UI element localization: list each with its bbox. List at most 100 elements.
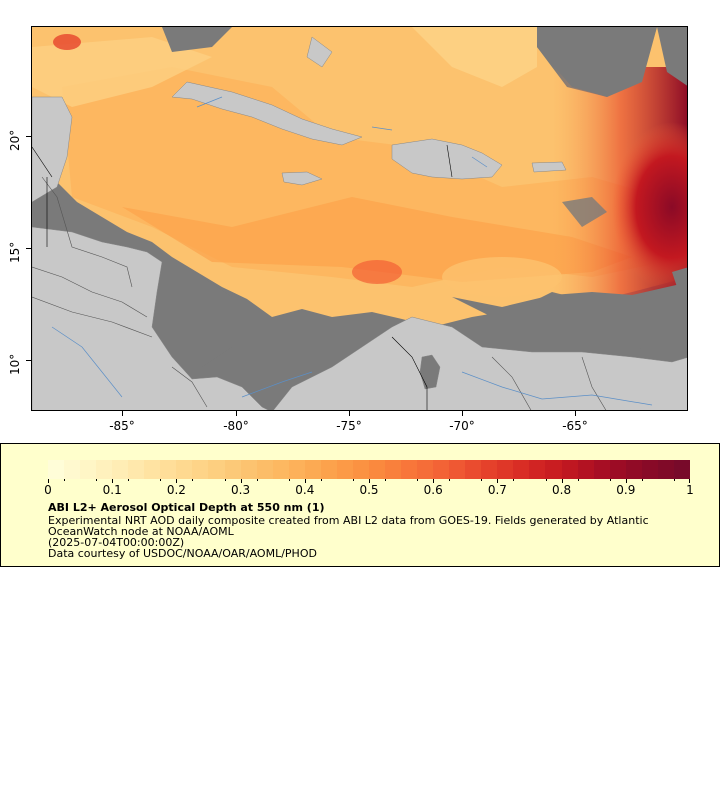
colorbar-minor-tick [417,479,419,481]
borders [32,144,607,410]
colorbar-swatch [561,460,578,479]
colorbar-swatch [176,460,193,479]
colorbar [48,460,690,479]
x-tick-label: -75° [336,419,362,433]
colorbar-swatch [673,460,690,479]
south-america [273,316,687,410]
colorbar-minor-tick [128,479,130,481]
colorbar-tick-label: 0.9 [616,483,636,497]
missing-data [152,27,687,367]
colorbar-tick-label: 1 [686,483,694,497]
colorbar-tick [240,479,242,483]
colorbar-tick [304,479,306,483]
colorbar-minor-tick [288,479,290,481]
colorbar-minor-tick [64,479,66,481]
colorbar-swatch [128,460,145,479]
colorbar-tick-label: 0.1 [102,483,122,497]
colorbar-swatch [593,460,610,479]
colorbar-minor-tick [481,479,483,481]
colorbar-swatch [657,460,674,479]
x-tick-label: -85° [109,419,135,433]
y-tick-label: 20° [8,129,22,151]
x-tickmark [236,411,237,416]
colorbar-swatch [64,460,81,479]
x-tickmark [349,411,350,416]
x-tickmark [122,411,123,416]
colorbar-swatch [96,460,113,479]
legend-description: Experimental NRT AOD daily composite cre… [48,514,649,527]
colorbar-tick-label: 0.7 [487,483,507,497]
colorbar-minor-tick [385,479,387,481]
yucatan [32,96,73,203]
colorbar-tick [176,479,178,483]
x-tick-label: -80° [223,419,249,433]
colorbar-swatch [497,460,514,479]
colorbar-tick [433,479,435,483]
colorbar-swatch [208,460,225,479]
x-tickmark [575,411,576,416]
colorbar-tick [625,479,627,483]
colorbar-tick [48,479,49,483]
colorbar-swatch [529,460,546,479]
colorbar-swatch [609,460,626,479]
legend-description-cont: OceanWatch node at NOAA/AOML [48,525,234,538]
legend-panel: ABI L2+ Aerosol Optical Depth at 550 nm … [0,443,720,567]
legend-date: (2025-07-04T00:00:00Z) [48,536,185,549]
central-america [32,226,269,410]
colorbar-tick-label: 0.2 [166,483,186,497]
colorbar-tick-label: 0.3 [231,483,251,497]
aod-map[interactable] [31,26,688,411]
aod-field [32,27,687,327]
colorbar-minor-tick [320,479,322,481]
rivers [51,96,653,406]
y-tickmark [26,136,31,137]
y-tick-label: 10° [8,353,22,375]
colorbar-swatch [352,460,369,479]
colorbar-swatch [320,460,337,479]
colorbar-tick-label: 0.4 [295,483,315,497]
colorbar-minor-tick [449,479,451,481]
colorbar-tick-label: 0.6 [423,483,443,497]
colorbar-tick [112,479,114,483]
colorbar-minor-tick [352,479,354,481]
x-tick-label: -65° [562,419,588,433]
legend-title: ABI L2+ Aerosol Optical Depth at 550 nm … [48,501,325,514]
colorbar-tick [369,479,370,483]
colorbar-swatch [641,460,658,479]
x-tick-label: -70° [449,419,475,433]
colorbar-minor-tick [641,479,643,481]
colorbar-swatch [288,460,305,479]
colorbar-swatch [481,460,498,479]
hispaniola [391,138,503,180]
x-tickmark [462,411,463,416]
colorbar-minor-tick [545,479,547,481]
colorbar-swatch [240,460,257,479]
colorbar-tick-label: 0.5 [359,483,379,497]
colorbar-tick [689,479,690,483]
colorbar-swatch [433,460,450,479]
land [32,36,687,410]
lake-maracaibo [419,354,441,390]
puerto-rico [531,161,567,173]
colorbar-swatch [160,460,177,479]
colorbar-swatch [513,460,530,479]
colorbar-swatch [465,460,482,479]
colorbar-swatch [545,460,562,479]
colorbar-swatch [304,460,321,479]
colorbar-swatch [384,460,402,479]
y-tickmark [26,248,31,249]
colorbar-swatch [577,460,594,479]
colorbar-swatch [272,460,289,479]
colorbar-minor-tick [192,479,194,481]
colorbar-swatch [449,460,466,479]
colorbar-swatch [112,460,129,479]
colorbar-swatch [80,460,97,479]
colorbar-tick [497,479,499,483]
colorbar-swatch [192,460,209,479]
colorbar-swatch [368,460,385,479]
colorbar-minor-tick [513,479,515,481]
colorbar-swatch [401,460,418,479]
colorbar-minor-tick [160,479,162,481]
bahamas [306,36,333,68]
y-tickmark [26,360,31,361]
